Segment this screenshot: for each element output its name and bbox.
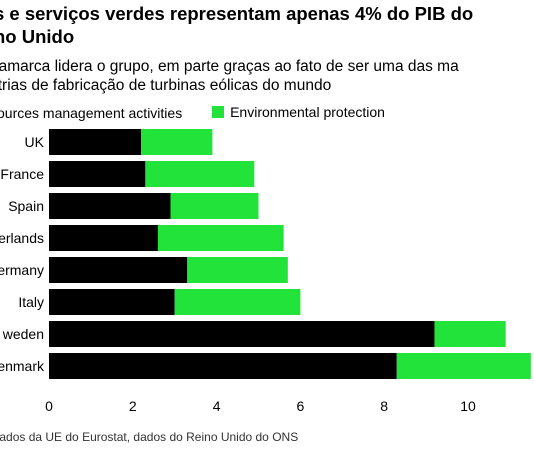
legend-label-environmental: Environmental protection: [230, 104, 385, 120]
x-tick-label-4: 8: [380, 398, 388, 414]
bar-resources-6: [49, 321, 435, 347]
category-label-2: Spain: [8, 198, 44, 214]
category-label-7: enmark: [0, 358, 45, 374]
subtitle-line-1: namarca lidera o grupo, em parte graças …: [0, 58, 459, 75]
category-label-3: erlands: [0, 230, 44, 246]
bar-environmental-1: [145, 161, 255, 187]
subtitle-line-2: strias de fabricação de turbinas eólicas…: [0, 77, 332, 94]
legend-label-resources: sources management activities: [0, 105, 183, 121]
x-tick-label-3: 6: [297, 398, 305, 414]
legend-swatch-environmental: [212, 106, 225, 118]
category-label-0: UK: [25, 134, 45, 150]
bar-resources-0: [49, 129, 142, 155]
bar-resources-7: [49, 353, 397, 379]
category-label-5: Italy: [18, 294, 44, 310]
category-label-1: France: [0, 166, 44, 182]
x-tick-label-1: 2: [129, 398, 137, 414]
bar-environmental-5: [174, 289, 301, 315]
bar-resources-5: [49, 289, 175, 315]
chart-legend: sources management activities Environmen…: [0, 104, 411, 121]
bar-resources-2: [49, 193, 171, 219]
bar-environmental-4: [187, 257, 288, 283]
chart-title: s e serviços verdes representam apenas 4…: [0, 2, 534, 48]
title-line-1: s e serviços verdes representam apenas 4…: [0, 3, 474, 24]
bar-resources-4: [49, 257, 188, 283]
bar-environmental-6: [434, 321, 506, 347]
x-tick-label-5: 10: [460, 398, 476, 414]
title-line-2: no Unido: [0, 26, 75, 47]
x-tick-label-0: 0: [45, 398, 53, 414]
x-tick-label-2: 4: [213, 398, 221, 414]
bar-environmental-3: [157, 225, 284, 251]
chart-subtitle: namarca lidera o grupo, em parte graças …: [0, 57, 534, 95]
legend-item-environmental: Environmental protection: [212, 104, 385, 120]
bar-environmental-7: [396, 353, 531, 379]
bar-resources-1: [49, 161, 146, 187]
bar-environmental-2: [170, 193, 259, 219]
legend-item-resources: sources management activities: [0, 105, 182, 121]
category-label-4: ermany: [0, 262, 44, 278]
bar-resources-3: [49, 225, 158, 251]
source-note: : dados da UE do Eurostat, dados do Rein…: [0, 430, 299, 444]
category-label-6: weden: [2, 326, 44, 342]
bar-environmental-0: [141, 129, 213, 155]
